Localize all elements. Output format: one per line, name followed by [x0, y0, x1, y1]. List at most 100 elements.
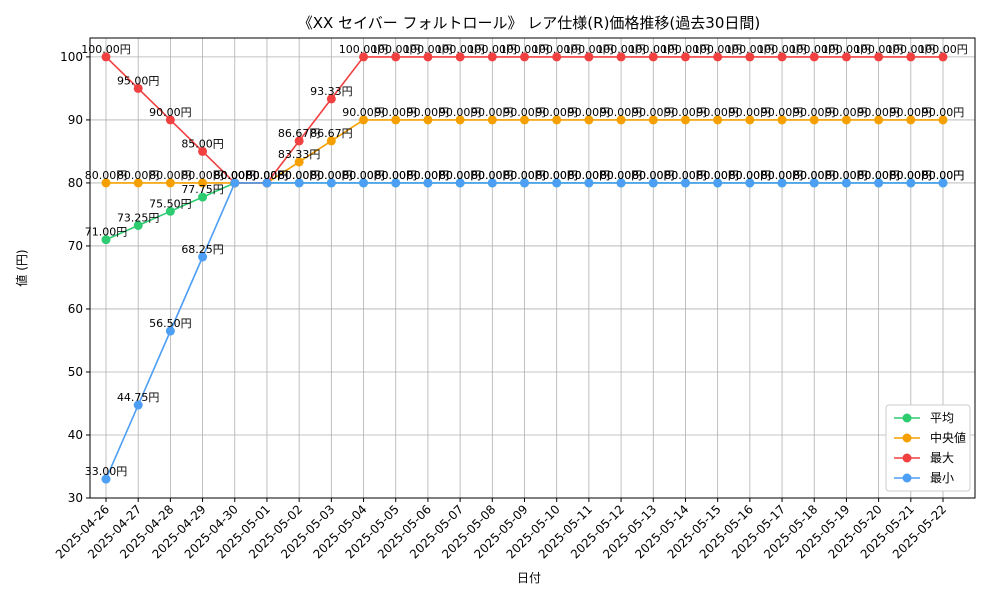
data-point	[938, 52, 948, 62]
data-label: 90.00円	[342, 106, 385, 119]
data-label: 93.33円	[310, 85, 353, 98]
data-point	[906, 115, 916, 125]
data-label: 44.75円	[117, 391, 160, 404]
data-label: 80.00円	[246, 169, 289, 182]
data-point	[520, 178, 529, 188]
data-point	[777, 52, 787, 62]
data-point	[391, 115, 401, 125]
data-label: 90.00円	[729, 106, 772, 119]
data-label: 100.00円	[789, 43, 839, 56]
data-point	[745, 178, 755, 188]
data-label: 90.00円	[600, 106, 643, 119]
data-point	[165, 115, 175, 125]
data-label: 100.00円	[532, 43, 582, 56]
data-point	[262, 178, 272, 188]
data-label: 80.00円	[600, 169, 643, 182]
data-point	[198, 146, 208, 156]
y-axis-label: 値 (円)	[14, 249, 29, 286]
data-point	[874, 52, 884, 62]
data-point	[938, 178, 948, 188]
data-point	[680, 178, 690, 188]
data-label: 80.00円	[117, 169, 160, 182]
data-label: 80.00円	[535, 169, 578, 182]
data-point	[487, 52, 497, 62]
data-label: 80.00円	[214, 169, 257, 182]
x-axis-ticks: 2025-04-262025-04-272025-04-282025-04-29…	[53, 498, 949, 561]
data-label: 80.00円	[825, 169, 868, 182]
data-label: 80.00円	[696, 169, 739, 182]
data-point	[326, 94, 336, 104]
data-point	[455, 115, 465, 125]
data-point	[745, 52, 755, 62]
data-label: 80.00円	[214, 169, 257, 182]
data-label: 80.00円	[503, 169, 546, 182]
data-label: 100.00円	[822, 43, 872, 56]
data-point	[777, 178, 787, 188]
data-label: 80.00円	[85, 169, 128, 182]
data-point	[520, 52, 529, 62]
data-label: 80.00円	[761, 169, 804, 182]
data-label: 100.00円	[500, 43, 550, 56]
data-point	[294, 178, 304, 188]
data-point	[906, 178, 916, 188]
data-point	[552, 178, 562, 188]
data-label: 90.00円	[890, 106, 933, 119]
data-point	[616, 52, 626, 62]
data-label: 80.00円	[278, 169, 321, 182]
data-point	[230, 178, 240, 188]
data-label: 100.00円	[435, 43, 485, 56]
data-point	[165, 326, 175, 336]
data-point	[455, 52, 465, 62]
data-label: 100.00円	[629, 43, 679, 56]
data-point	[294, 157, 304, 167]
data-point	[777, 115, 787, 125]
data-label: 80.00円	[181, 169, 224, 182]
legend-swatch-marker	[902, 473, 912, 483]
data-label: 77.75円	[181, 183, 224, 196]
data-label: 71.00円	[85, 226, 128, 239]
data-label: 80.00円	[374, 169, 417, 182]
data-label: 86.67円	[310, 127, 353, 140]
data-point	[391, 178, 401, 188]
data-label: 100.00円	[693, 43, 743, 56]
data-label: 80.00円	[246, 169, 289, 182]
data-point	[841, 52, 851, 62]
data-label: 90.00円	[632, 106, 675, 119]
data-point	[938, 115, 948, 125]
data-point	[487, 115, 497, 125]
plot-frame	[89, 37, 976, 499]
y-tick-label: 90	[68, 113, 83, 127]
data-point	[745, 115, 755, 125]
data-label: 80.00円	[214, 169, 257, 182]
y-tick-label: 60	[68, 302, 83, 316]
data-label: 80.00円	[632, 169, 675, 182]
data-point	[101, 235, 111, 245]
data-point	[326, 136, 336, 146]
data-label: 90.00円	[471, 106, 514, 119]
data-point	[133, 178, 143, 188]
data-point	[423, 52, 433, 62]
data-label: 80.00円	[503, 169, 546, 182]
y-tick-label: 40	[68, 428, 83, 442]
data-point	[101, 474, 111, 484]
data-label: 80.00円	[246, 169, 289, 182]
data-point	[326, 178, 336, 188]
data-point	[165, 178, 175, 188]
data-label: 90.00円	[407, 106, 450, 119]
data-label: 80.00円	[471, 169, 514, 182]
data-label: 100.00円	[339, 43, 389, 56]
data-label: 80.00円	[214, 169, 257, 182]
data-label: 80.00円	[407, 169, 450, 182]
data-label: 68.25円	[181, 243, 224, 256]
data-point	[133, 400, 143, 410]
data-label: 80.00円	[407, 169, 450, 182]
data-label: 80.00円	[439, 169, 482, 182]
data-label: 100.00円	[81, 43, 131, 56]
data-label: 100.00円	[468, 43, 518, 56]
data-label: 80.00円	[761, 169, 804, 182]
data-label: 80.00円	[664, 169, 707, 182]
legend-box	[885, 404, 971, 492]
data-labels: 71.00円73.25円75.50円77.75円80.00円80.00円80.0…	[81, 43, 968, 478]
